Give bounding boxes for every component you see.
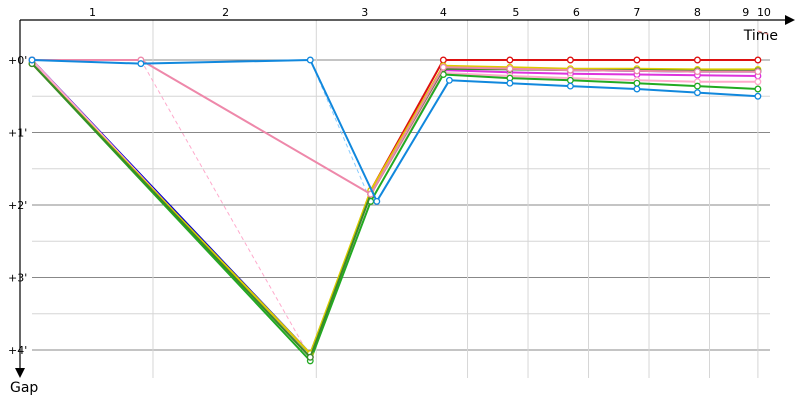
x-tick-label: 2 [222,6,229,19]
y-axis-title: Gap [10,380,38,396]
x-tick-label: 8 [694,6,701,19]
series-point [137,60,145,68]
series-point [506,56,514,64]
x-axis-arrow [785,15,795,25]
y-tick-label: +1' [8,127,27,140]
y-tick-label: +3' [8,272,27,285]
series-point [633,56,641,64]
x-tick-label: 6 [573,6,580,19]
series-point [306,56,314,64]
x-axis-title: Time [743,28,778,44]
x-tick-label: 10 [757,6,771,19]
x-tick-label: 4 [440,6,447,19]
y-axis-arrow [15,368,25,378]
series-point [754,56,762,64]
series-point [693,82,701,90]
series-point [633,85,641,93]
series-point [693,56,701,64]
series-point [566,56,574,64]
series-point [754,78,762,86]
series-point [566,76,574,84]
series-point [506,79,514,87]
series-point [633,67,641,75]
series-line [31,59,758,203]
x-tick-label: 3 [361,6,368,19]
dashed-series-line [757,30,771,36]
y-tick-label: +2' [8,199,27,212]
series-point [566,66,574,74]
series-point [306,353,314,361]
series-point [506,65,514,73]
series-point [633,79,641,87]
series-point [373,197,381,205]
x-tick-label: 5 [512,6,519,19]
series-point [693,89,701,97]
dashed-series-line [309,59,372,202]
series-point [439,56,447,64]
series-point [754,85,762,93]
series-point [439,63,447,71]
series-point [693,68,701,76]
y-tick-label: +0' [8,54,27,67]
series-point [754,68,762,76]
series-point [566,82,574,90]
y-tick-label: +4' [8,344,27,357]
series-point [445,76,453,84]
dashed-series-line [140,59,311,358]
series-point [754,92,762,100]
x-tick-label: 7 [633,6,640,19]
x-tick-label: 1 [89,6,96,19]
x-tick-label: 9 [742,6,749,19]
series-point [28,56,36,64]
